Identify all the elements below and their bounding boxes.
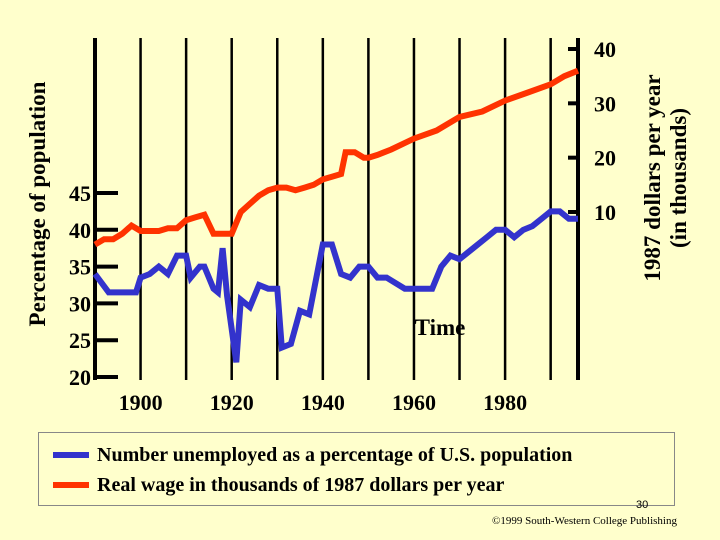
left-y-axis-label: Percentage of population [25, 81, 50, 326]
right-y-axis-label-line2: (in thousands) [666, 108, 691, 248]
x-tick-label: 1980 [483, 390, 527, 415]
left-y-tick-label: 35 [69, 255, 91, 280]
series-line-real-wage [93, 67, 580, 248]
right-y-tick-label: 20 [594, 146, 616, 171]
legend-label-unemployment: Number unemployed as a percentage of U.S… [97, 443, 573, 466]
legend: Number unemployed as a percentage of U.S… [38, 432, 675, 506]
left-y-tick-label: 25 [69, 328, 91, 353]
legend-swatch-unemployment [53, 452, 89, 458]
right-y-tick-label: 40 [594, 37, 616, 62]
left-y-tick-label: 45 [69, 181, 91, 206]
legend-label-real-wage: Real wage in thousands of 1987 dollars p… [97, 473, 505, 496]
right-y-tick-label: 10 [594, 200, 616, 225]
x-tick-label: 1920 [210, 390, 254, 415]
x-tick-label: 1940 [301, 390, 345, 415]
left-y-tick-label: 40 [69, 218, 91, 243]
left-y-tick-label: 30 [69, 291, 91, 316]
right-y-tick-label: 30 [594, 91, 616, 116]
legend-swatch-real-wage [53, 482, 89, 488]
copyright-notice: ©1999 South-Western College Publishing [492, 515, 677, 527]
x-tick-label: 1960 [392, 390, 436, 415]
legend-item-real-wage: Real wage in thousands of 1987 dollars p… [53, 472, 504, 498]
axes-group [93, 38, 580, 380]
right-y-axis-label-line1: 1987 dollars per year [640, 74, 665, 281]
legend-item-unemployment: Number unemployed as a percentage of U.S… [53, 442, 572, 468]
series-line-unemployment [92, 208, 578, 363]
left-y-tick-label: 20 [69, 365, 91, 390]
x-tick-label: 1900 [119, 390, 163, 415]
slide-number: 30 [636, 499, 649, 511]
x-axis-label: Time [415, 315, 466, 340]
